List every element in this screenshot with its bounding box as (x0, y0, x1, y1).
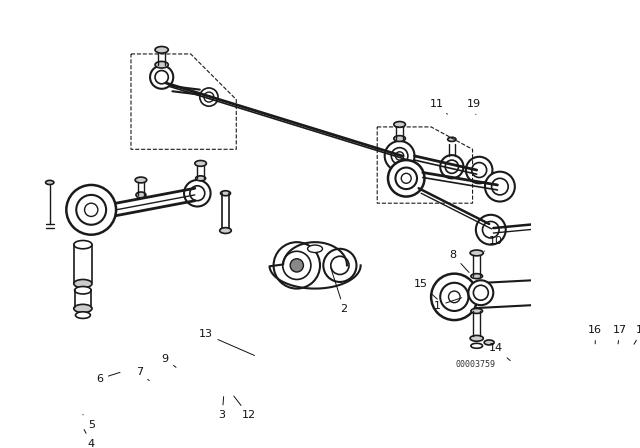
Circle shape (466, 157, 492, 183)
Circle shape (84, 203, 98, 216)
Circle shape (440, 283, 468, 311)
Ellipse shape (471, 274, 483, 279)
Text: 11: 11 (430, 99, 447, 114)
Ellipse shape (221, 191, 230, 196)
Circle shape (550, 268, 586, 304)
Text: 12: 12 (234, 396, 256, 420)
Text: 9: 9 (161, 354, 176, 367)
Ellipse shape (45, 181, 54, 185)
Text: 5: 5 (83, 414, 95, 430)
Circle shape (155, 70, 168, 84)
Circle shape (401, 173, 412, 183)
Ellipse shape (470, 336, 483, 341)
Circle shape (474, 285, 488, 300)
Polygon shape (440, 278, 597, 309)
Text: 18: 18 (634, 325, 640, 344)
Circle shape (589, 277, 604, 292)
Circle shape (184, 180, 211, 207)
Ellipse shape (74, 241, 92, 249)
Circle shape (396, 152, 404, 160)
Circle shape (476, 215, 506, 245)
Circle shape (76, 195, 106, 225)
Circle shape (190, 186, 205, 201)
Circle shape (584, 271, 610, 298)
Text: 1: 1 (433, 298, 461, 311)
Circle shape (200, 88, 218, 106)
Ellipse shape (196, 176, 205, 181)
Circle shape (385, 141, 415, 171)
Ellipse shape (75, 287, 91, 294)
Ellipse shape (448, 137, 456, 142)
Circle shape (551, 208, 581, 238)
Text: 4: 4 (84, 430, 95, 448)
Ellipse shape (195, 160, 207, 166)
Ellipse shape (471, 309, 483, 314)
Text: 2: 2 (331, 268, 348, 314)
Text: 3: 3 (219, 396, 226, 420)
Ellipse shape (600, 224, 611, 229)
Ellipse shape (220, 228, 231, 233)
Ellipse shape (394, 136, 405, 142)
Text: 19: 19 (467, 99, 481, 115)
Circle shape (273, 242, 320, 289)
Ellipse shape (74, 280, 92, 288)
Ellipse shape (136, 192, 146, 198)
Circle shape (396, 168, 417, 189)
Circle shape (485, 172, 515, 202)
Ellipse shape (593, 297, 601, 302)
Text: 17: 17 (613, 325, 627, 344)
Circle shape (449, 291, 460, 303)
Text: 16: 16 (588, 325, 602, 344)
Circle shape (290, 259, 303, 272)
Text: 6: 6 (96, 372, 120, 384)
Circle shape (283, 251, 311, 280)
Circle shape (204, 92, 214, 102)
Text: 8: 8 (449, 250, 469, 272)
Circle shape (468, 280, 493, 305)
Ellipse shape (447, 156, 457, 161)
Circle shape (323, 249, 356, 282)
Ellipse shape (155, 61, 168, 68)
Ellipse shape (76, 312, 90, 319)
Circle shape (557, 276, 579, 297)
Circle shape (440, 155, 463, 178)
Circle shape (431, 274, 477, 320)
Circle shape (331, 256, 349, 275)
Circle shape (558, 215, 575, 231)
Circle shape (472, 163, 486, 177)
Circle shape (388, 160, 424, 197)
Text: 00003759: 00003759 (455, 360, 495, 369)
Circle shape (391, 148, 408, 164)
Ellipse shape (470, 250, 483, 256)
Ellipse shape (135, 177, 147, 183)
Ellipse shape (308, 245, 323, 253)
Circle shape (445, 160, 458, 173)
Ellipse shape (394, 121, 405, 127)
Text: 15: 15 (414, 280, 437, 299)
Circle shape (483, 221, 499, 238)
Ellipse shape (484, 340, 494, 345)
Text: 10: 10 (484, 237, 503, 251)
Circle shape (150, 65, 173, 89)
Ellipse shape (74, 304, 92, 313)
Circle shape (492, 178, 508, 195)
Circle shape (67, 185, 116, 235)
Text: 14: 14 (489, 343, 510, 361)
Ellipse shape (600, 208, 610, 213)
Ellipse shape (155, 47, 168, 53)
Text: 13: 13 (198, 329, 255, 355)
Text: 7: 7 (136, 367, 149, 381)
